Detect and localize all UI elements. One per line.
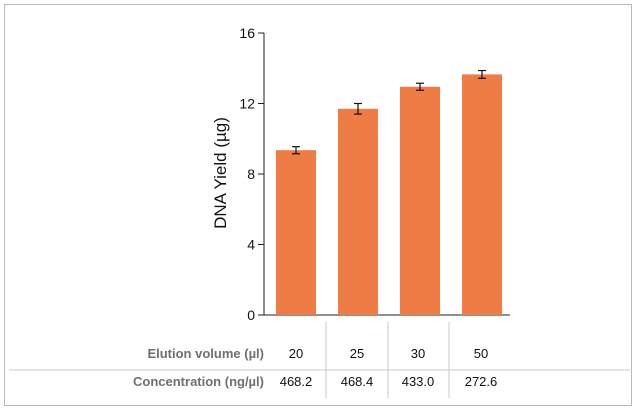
table-row-header-concentration: Concentration (ng/µl)	[133, 374, 264, 389]
y-tick-label-8: 8	[247, 166, 255, 182]
y-tick-label-12: 12	[239, 96, 255, 112]
figure-frame	[4, 4, 632, 406]
table-cell-concentration-20: 468.2	[280, 374, 313, 389]
bar-50	[462, 74, 502, 315]
bar-20	[276, 150, 316, 315]
table-cell-elution-30: 30	[411, 346, 425, 361]
y-tick-label-16: 16	[239, 25, 255, 41]
table-cell-elution-50: 50	[474, 346, 488, 361]
table-cell-concentration-50: 272.6	[465, 374, 498, 389]
bar-25	[338, 108, 378, 315]
table-cell-concentration-25: 468.4	[341, 374, 374, 389]
table-row-header-elution: Elution volume (µl)	[147, 346, 264, 361]
table-cell-elution-25: 25	[350, 346, 364, 361]
table-cell-elution-20: 20	[289, 346, 303, 361]
y-tick-label-4: 4	[247, 237, 255, 253]
table-cell-concentration-30: 433.0	[402, 374, 435, 389]
y-axis-title: DNA Yield (µg)	[211, 117, 230, 229]
y-tick-label-0: 0	[247, 307, 255, 323]
bar-30	[400, 86, 440, 315]
